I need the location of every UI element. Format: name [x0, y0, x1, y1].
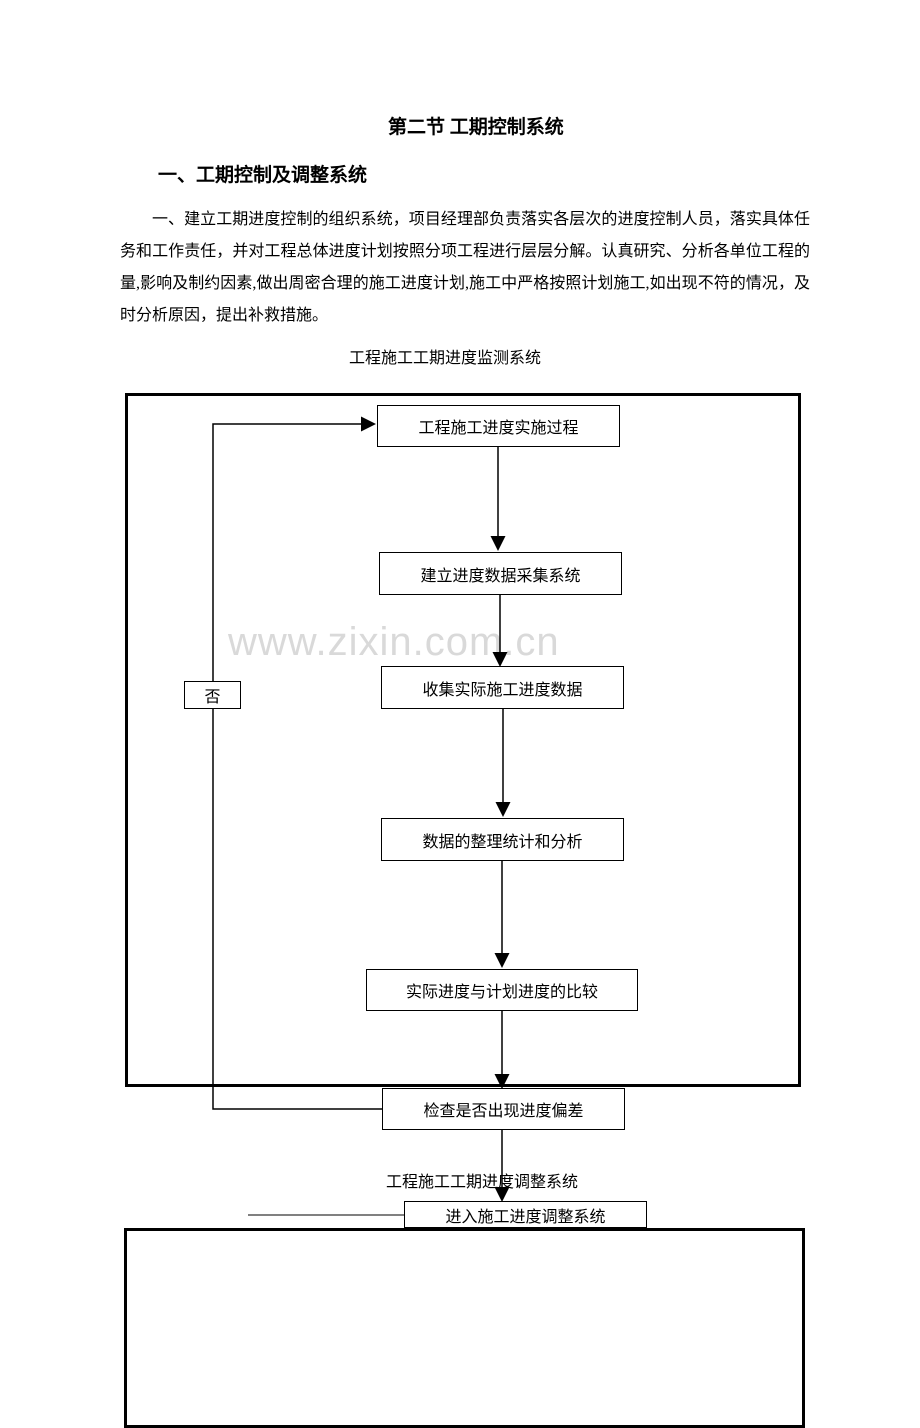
flow-node-1: 工程施工进度实施过程: [377, 405, 620, 447]
section-title: 第二节 工期控制系统: [388, 112, 564, 139]
flow-decision-no: 否: [184, 681, 241, 709]
flow-node-7: 进入施工进度调整系统: [404, 1201, 647, 1228]
body-paragraph: 一、建立工期进度控制的组织系统，项目经理部负责落实各层次的进度控制人员，落实具体…: [120, 204, 810, 332]
flow-node-3: 收集实际施工进度数据: [381, 666, 624, 709]
flow-node-5: 实际进度与计划进度的比较: [366, 969, 638, 1011]
subsection-heading: 一、工期控制及调整系统: [158, 160, 367, 187]
diagram-title-2: 工程施工工期进度调整系统: [386, 1168, 578, 1192]
flow-node-6: 检查是否出现进度偏差: [382, 1088, 625, 1130]
diagram-title-1: 工程施工工期进度监测系统: [349, 344, 541, 368]
flowchart-frame-2: [124, 1228, 805, 1428]
flow-node-4: 数据的整理统计和分析: [381, 818, 624, 861]
flow-node-2: 建立进度数据采集系统: [379, 552, 622, 595]
